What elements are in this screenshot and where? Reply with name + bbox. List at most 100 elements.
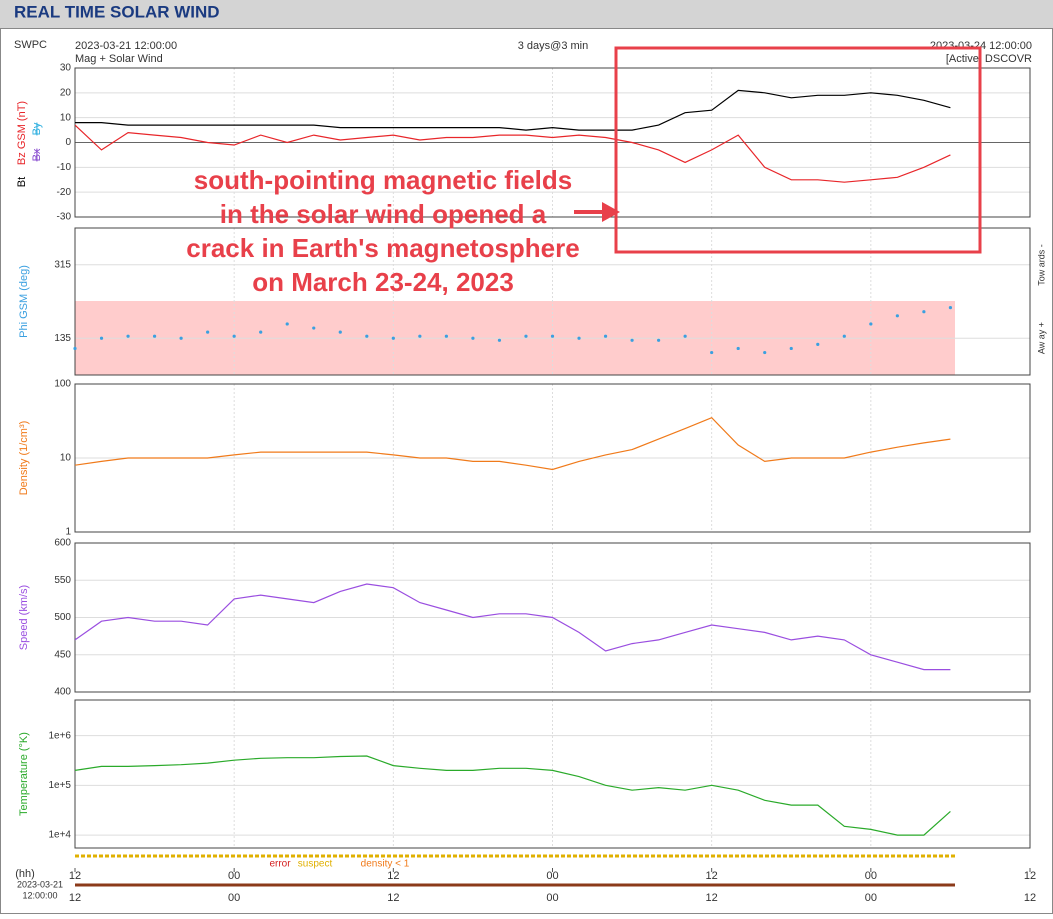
point xyxy=(736,346,740,351)
series-line xyxy=(75,755,951,836)
point xyxy=(895,314,899,318)
x-tick-label: 12 xyxy=(69,870,81,882)
x-tick-label: 12 xyxy=(387,892,399,904)
y-tick-label: 10 xyxy=(60,453,72,464)
x-tick-label: 00 xyxy=(546,892,558,904)
x-axis-label: (hh) xyxy=(15,868,35,880)
plot-frame xyxy=(74,67,1031,218)
x-tick-label: 00 xyxy=(865,870,877,882)
span: 3 days@3 min xyxy=(518,40,588,52)
highlight-box xyxy=(614,46,982,254)
annotation: south-pointing magnetic fields xyxy=(194,165,572,195)
plot-frame xyxy=(74,699,1031,849)
x-tick-label: 00 xyxy=(228,870,240,882)
plot-frame xyxy=(74,383,1031,533)
y-tick-label: -20 xyxy=(57,187,72,198)
y-tick-label: 400 xyxy=(54,687,71,698)
y-tick-label: 0 xyxy=(65,137,71,148)
point xyxy=(152,334,157,338)
status: [Active] DSCOVR xyxy=(946,53,1032,65)
x-tick-label: 12 xyxy=(69,892,81,904)
series-line xyxy=(75,416,951,471)
point xyxy=(285,322,289,326)
x-tick-label: 12 xyxy=(1024,892,1036,904)
frame xyxy=(0,28,1053,914)
x-tick-label: 12 xyxy=(706,870,718,882)
point xyxy=(842,334,846,338)
point xyxy=(99,336,104,340)
point xyxy=(763,350,767,355)
point xyxy=(577,336,581,340)
series-line xyxy=(75,89,951,131)
x-tick-label: 12 xyxy=(387,870,399,882)
quality-legend: error xyxy=(269,859,291,870)
point xyxy=(497,338,502,342)
point xyxy=(524,334,528,338)
series-line xyxy=(75,583,951,671)
page-title: REAL TIME SOLAR WIND xyxy=(14,2,220,21)
point xyxy=(232,334,236,338)
point xyxy=(922,310,926,314)
y-tick-label: 1e+6 xyxy=(48,730,71,741)
y-tick-label: 450 xyxy=(54,649,71,660)
title-bar xyxy=(0,0,1053,28)
y-axis-label: Speed (km/s) xyxy=(18,585,30,650)
annotation: on March 23-24, 2023 xyxy=(252,267,514,297)
source: SWPC xyxy=(14,39,47,51)
point xyxy=(948,306,953,310)
point xyxy=(73,346,77,351)
y-tick-label: 135 xyxy=(54,333,71,344)
point xyxy=(338,330,342,334)
side-label: Tow ards - xyxy=(1036,244,1046,286)
plot-frame xyxy=(74,542,1031,693)
legend-label: Bt xyxy=(16,177,28,187)
point xyxy=(471,336,475,340)
start-date: 2023-03-21 xyxy=(17,879,63,889)
point xyxy=(683,334,687,338)
point xyxy=(391,336,395,340)
product: Mag + Solar Wind xyxy=(75,53,163,65)
y-tick-label: 600 xyxy=(54,538,71,549)
y-tick-label: 100 xyxy=(54,379,71,390)
point xyxy=(179,336,183,340)
x-tick-label: 12 xyxy=(706,892,718,904)
quality-legend: suspect xyxy=(298,859,333,870)
x-tick-label: 12 xyxy=(1024,870,1036,882)
point xyxy=(630,338,634,342)
annotation: crack in Earth's magnetosphere xyxy=(186,233,579,263)
quality-legend: density < 1 xyxy=(361,859,410,870)
point xyxy=(206,330,210,334)
annotation: in the solar wind opened a xyxy=(220,199,547,229)
point xyxy=(126,334,130,338)
point xyxy=(603,334,608,338)
y-tick-label: 550 xyxy=(54,575,71,586)
point xyxy=(710,350,714,355)
legend-label: Bz GSM (nT) xyxy=(16,101,28,165)
x-tick-label: 00 xyxy=(228,892,240,904)
y-axis-label: Temperature (°K) xyxy=(18,732,30,816)
y-axis-label: Phi GSM (deg) xyxy=(18,265,30,338)
y-tick-label: 10 xyxy=(60,112,72,123)
y-tick-label: 500 xyxy=(54,612,71,623)
y-tick-label: 1e+5 xyxy=(48,780,71,791)
y-tick-label: 30 xyxy=(60,63,72,74)
arrow-head xyxy=(602,202,620,222)
point xyxy=(816,342,820,346)
point xyxy=(365,334,369,338)
y-axis-label: Density (1/cm³) xyxy=(18,421,30,496)
point xyxy=(550,334,555,338)
inactive-label: Bx xyxy=(31,148,43,161)
side-label: Aw ay + xyxy=(1036,322,1046,354)
point xyxy=(312,326,316,330)
y-tick-label: -30 xyxy=(57,212,72,223)
y-tick-label: 1e+4 xyxy=(48,830,71,841)
inactive-label: By xyxy=(31,122,43,135)
plot-frame xyxy=(74,227,1031,376)
x-tick-label: 00 xyxy=(546,870,558,882)
point xyxy=(444,334,448,338)
point xyxy=(869,322,873,326)
point xyxy=(657,338,661,342)
series-line xyxy=(75,124,951,183)
